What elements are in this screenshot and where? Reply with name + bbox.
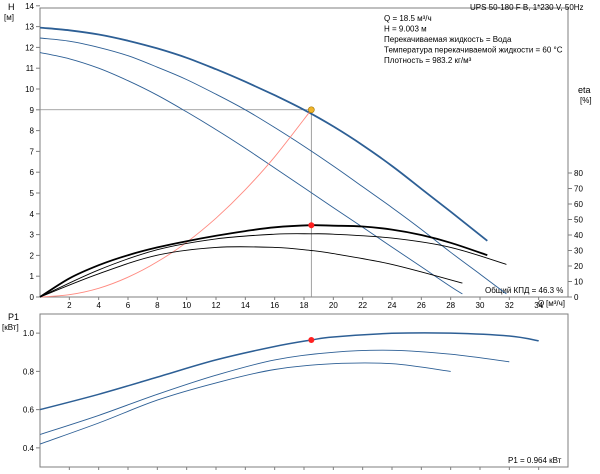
power-speed-2-line	[39, 349, 510, 435]
eta-speed-3-line	[39, 246, 463, 298]
eta-axis-label: eta	[578, 85, 591, 95]
power-tick-label: 0.6	[23, 406, 35, 415]
flow-tick-label: 6	[126, 301, 131, 310]
power-tick-label: 1.0	[23, 329, 35, 338]
eta-tick-label: 40	[574, 231, 583, 240]
flow-tick-label: 10	[182, 301, 191, 310]
flow-tick-label: 22	[358, 301, 367, 310]
info-line: Температура перекачиваемой жидкости = 60…	[384, 46, 563, 55]
power-chart: P1 [кВт] P1 = 0.964 кВт 0.4 0.6 0.8 1.0	[2, 312, 569, 468]
head-tick-label: 5	[30, 189, 35, 198]
eta-tick-label: 80	[574, 169, 583, 178]
info-line: Q = 18.5 м³/ч	[384, 14, 432, 23]
eta-speed-2-line	[39, 233, 507, 298]
head-speed-3-line	[39, 52, 463, 295]
flow-tick-label: 4	[96, 301, 101, 310]
chart-title: UPS 50-180 F B, 1*230 V, 50Hz	[470, 3, 584, 12]
head-tick-label: 12	[25, 43, 34, 52]
head-tick-label: 3	[30, 231, 35, 240]
head-tick-label: 4	[30, 210, 35, 219]
eta-duty-point	[308, 222, 315, 229]
power-tick-label: 0.8	[23, 367, 35, 376]
duty-guides	[40, 109, 312, 297]
power-duty-point	[308, 337, 315, 344]
flow-x-ticks: 2 4 6 8 10 12 14 16 18 20 22 24 26 28 30 32 34	[67, 297, 544, 470]
flow-tick-label: 24	[388, 301, 397, 310]
head-speed-2-line	[39, 37, 507, 295]
eta-tick-label: 70	[574, 185, 583, 194]
power-series-group	[39, 332, 539, 445]
head-tick-label: 9	[30, 106, 35, 115]
head-tick-label: 0	[30, 293, 35, 302]
head-tick-label: 11	[26, 64, 35, 73]
power-chart-frame	[39, 313, 569, 468]
head-tick-label: 2	[30, 251, 35, 260]
eta-tick-label: 10	[574, 278, 583, 287]
eta-tick-label: 0	[574, 293, 579, 302]
flow-tick-label: 26	[417, 301, 426, 310]
head-tick-label: 13	[25, 23, 34, 32]
head-tick-label: 10	[25, 85, 34, 94]
info-line: Перекачиваемая жидкость = Вода	[384, 35, 512, 44]
head-chart: H [м] eta [%] Q [м³/ч] UPS 50-180 F B, 1…	[4, 2, 592, 470]
power-axis-label: P1	[8, 312, 19, 322]
flow-tick-label: 32	[505, 301, 514, 310]
flow-tick-label: 18	[300, 301, 309, 310]
flow-tick-label: 2	[67, 301, 72, 310]
head-series-group	[39, 26, 507, 298]
flow-tick-label: 20	[329, 301, 338, 310]
power-axis-unit: [кВт]	[2, 323, 19, 332]
power-tick-label: 0.4	[23, 444, 35, 453]
head-axis-label: H	[8, 2, 15, 12]
power-points	[308, 337, 315, 344]
flow-tick-label: 14	[241, 301, 250, 310]
system-curve-line	[39, 109, 312, 298]
head-axis-unit: [м]	[4, 13, 14, 22]
eta-tick-label: 20	[574, 262, 583, 271]
head-tick-label: 14	[25, 2, 34, 11]
flow-tick-label: 12	[212, 301, 221, 310]
flow-tick-label: 30	[476, 301, 485, 310]
head-tick-label: 8	[30, 127, 35, 136]
head-tick-label: 7	[30, 147, 35, 156]
flow-tick-label: 28	[446, 301, 455, 310]
flow-axis-unit: [м³/ч]	[546, 299, 565, 308]
power-speed-3-line	[39, 362, 451, 445]
duty-point	[308, 106, 315, 114]
eta-y-ticks: 0 10 20 30 40 50 60 70 80	[568, 169, 583, 302]
head-speed-1-line	[39, 26, 488, 242]
eta-tick-label: 30	[574, 247, 583, 256]
efficiency-label: Общий КПД = 46.3 %	[485, 286, 563, 295]
flow-tick-label: 34	[534, 301, 543, 310]
info-line: H = 9.003 м	[384, 25, 427, 34]
duty-points	[308, 106, 315, 229]
head-tick-label: 1	[30, 272, 35, 281]
power-speed-1-line	[39, 332, 539, 411]
eta-tick-label: 60	[574, 200, 583, 209]
eta-axis-unit: [%]	[580, 96, 592, 105]
flow-tick-label: 8	[155, 301, 160, 310]
head-tick-label: 6	[30, 168, 35, 177]
flow-axis-label: Q	[538, 299, 544, 308]
eta-tick-label: 50	[574, 216, 583, 225]
info-line: Плотность = 983.2 кг/м³	[384, 56, 472, 65]
power-label: P1 = 0.964 кВт	[508, 456, 562, 465]
power-y-ticks: 0.4 0.6 0.8 1.0	[23, 329, 40, 453]
flow-tick-label: 16	[270, 301, 279, 310]
eta-speed-1-line	[39, 224, 488, 298]
